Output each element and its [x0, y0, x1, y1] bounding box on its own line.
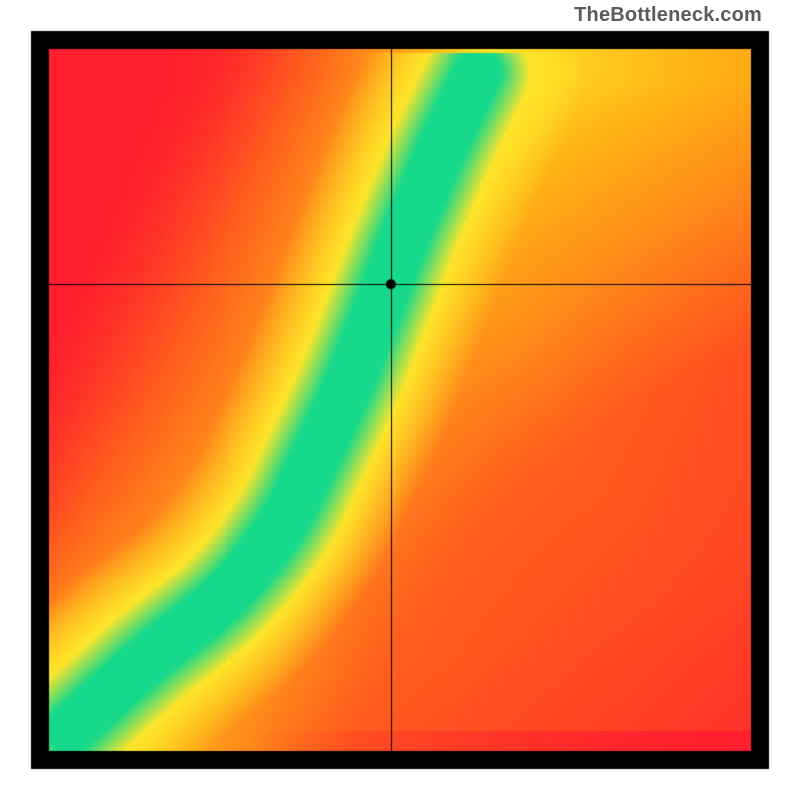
heatmap-canvas [0, 0, 800, 800]
chart-container: TheBottleneck.com [0, 0, 800, 800]
watermark-text: TheBottleneck.com [574, 4, 762, 27]
